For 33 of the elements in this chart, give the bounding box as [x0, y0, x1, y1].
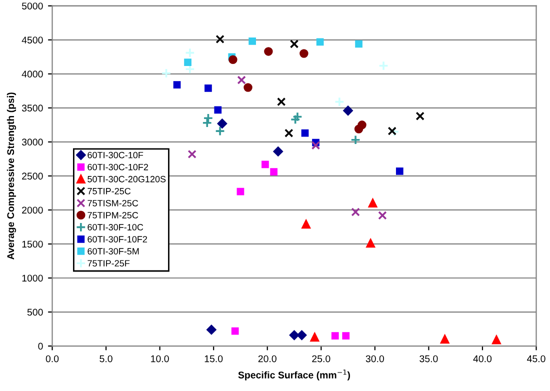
legend-label: 75TIP-25F — [88, 260, 130, 267]
x-tick-label: 5.0 — [100, 355, 112, 362]
legend-label: 60TI-30C-10F2 — [88, 164, 148, 170]
y-tick-label: 4500 — [22, 36, 43, 44]
y-tick-label: 0 — [38, 342, 43, 350]
x-tick-label: 35.0 — [420, 355, 438, 362]
legend-label: 75TISM-25C — [88, 200, 138, 206]
y-axis-title: Average Compressive Strength (psi) — [6, 92, 16, 260]
legend-label: 60TI-30F-5M — [88, 248, 139, 254]
x-tick-label: 10.0 — [151, 355, 169, 362]
x-tick-label: 25.0 — [312, 355, 330, 362]
x-tick-label: 45.0 — [527, 355, 546, 362]
y-tick-label: 3500 — [22, 104, 43, 112]
y-tick-label: 1000 — [22, 274, 43, 282]
y-tick-label: 2500 — [22, 172, 43, 180]
x-tick-label: 0.0 — [46, 355, 59, 362]
y-tick-label: 5000 — [22, 2, 43, 10]
y-tick-label: 500 — [27, 308, 43, 316]
x-axis-title: Specific Surface (mm$^{−1}$) — [238, 370, 350, 380]
legend-label: 75TIP-25C — [88, 188, 131, 194]
legend-label: 60TI-30F-10F2 — [88, 236, 147, 242]
x-tick-label: 15.0 — [204, 355, 223, 362]
y-tick-label: 2000 — [22, 206, 43, 214]
x-tick-label: 20.0 — [258, 355, 276, 362]
x-tick-label: 30.0 — [366, 355, 384, 362]
y-tick-label: 3000 — [22, 138, 43, 146]
x-tick-label: 40.0 — [473, 355, 492, 362]
legend-label: 60TI-30C-10F — [88, 152, 144, 158]
legend-label: 75TIPM-25C — [88, 212, 138, 218]
y-tick-label: 1500 — [22, 240, 43, 248]
legend-label: 60TI-30F-10C — [88, 224, 144, 230]
legend-label: 50TI-30C-20G120S — [88, 176, 166, 182]
y-tick-label: 4000 — [22, 70, 43, 78]
